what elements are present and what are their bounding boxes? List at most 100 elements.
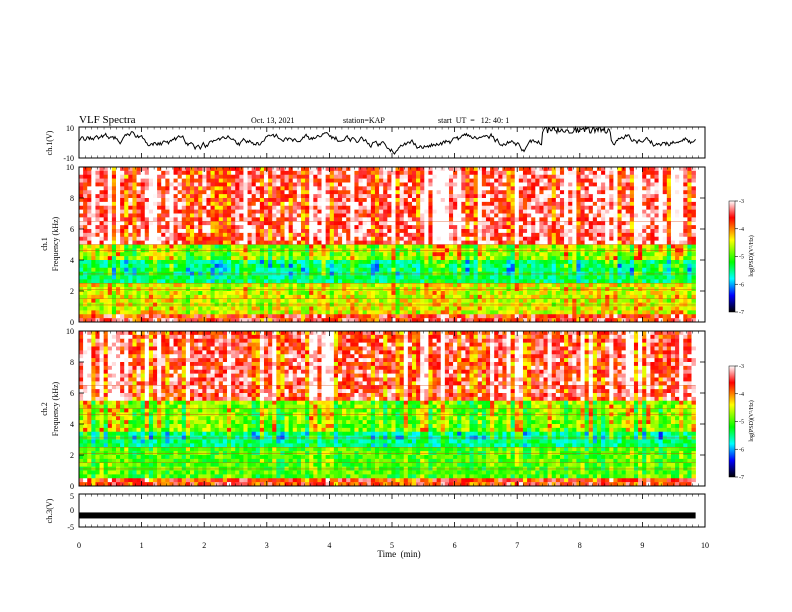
spectrogram-cell bbox=[185, 182, 191, 187]
spectrogram-cell bbox=[198, 201, 203, 207]
spectrogram-cell bbox=[440, 198, 446, 203]
spectrogram-cell bbox=[646, 260, 651, 265]
spectrogram-cell bbox=[251, 178, 257, 183]
spectrogram-cell bbox=[510, 225, 516, 230]
spectrogram-cell bbox=[124, 291, 129, 296]
spectrogram-cell bbox=[268, 225, 273, 230]
spectrogram-cell bbox=[670, 190, 676, 195]
spectrogram-cell bbox=[555, 167, 561, 172]
spectrogram-cell bbox=[506, 217, 511, 222]
spectrogram-cell bbox=[87, 205, 92, 210]
spectrogram-cell bbox=[152, 225, 158, 230]
spectrogram-cell bbox=[374, 240, 380, 245]
spectrogram-cell bbox=[251, 279, 257, 284]
spectrogram-cell bbox=[473, 275, 479, 280]
spectrogram-cell bbox=[95, 244, 100, 249]
spectrogram-cell bbox=[91, 178, 96, 183]
spectrogram-cell bbox=[588, 267, 594, 272]
spectrogram-cell bbox=[342, 205, 347, 210]
spectrogram-cell bbox=[411, 178, 417, 183]
spectrogram-cell bbox=[473, 232, 479, 238]
spectrogram-cell bbox=[387, 260, 392, 265]
spectrogram-cell bbox=[329, 244, 335, 249]
spectrogram-cell bbox=[448, 186, 454, 191]
spectrogram-cell bbox=[189, 229, 195, 234]
spectrogram-cell bbox=[436, 217, 442, 222]
spectrogram-cell bbox=[633, 256, 639, 261]
spectrogram-cell bbox=[181, 186, 187, 191]
spectrogram-cell bbox=[490, 279, 495, 284]
spectrogram-cell bbox=[391, 213, 396, 218]
spectrogram-cell bbox=[621, 217, 627, 222]
spectrogram-cell bbox=[609, 263, 614, 269]
spectrogram-cell bbox=[362, 221, 368, 226]
spectrogram-cell bbox=[539, 244, 544, 249]
spectrogram-cell bbox=[494, 240, 499, 245]
spectrogram-cell bbox=[555, 194, 561, 199]
spectrogram-cell bbox=[666, 267, 672, 272]
spectrogram-cell bbox=[292, 236, 298, 241]
spectrogram-cell bbox=[165, 209, 170, 214]
spectrogram-cell bbox=[235, 209, 240, 214]
spectrogram-cell bbox=[177, 198, 183, 203]
spectrogram-cell bbox=[239, 190, 244, 195]
spectrogram-cell bbox=[309, 275, 314, 280]
spectrogram-cell bbox=[185, 294, 191, 300]
spectrogram-cell bbox=[342, 174, 347, 179]
spectrogram-cell bbox=[284, 229, 289, 234]
spectrogram-cell bbox=[268, 205, 273, 210]
spectrogram-cell bbox=[333, 174, 339, 179]
spectrogram-cell bbox=[288, 205, 294, 210]
spectrogram-cell bbox=[288, 229, 294, 234]
spectrogram-cell bbox=[588, 209, 594, 214]
spectrogram-cell bbox=[144, 194, 150, 199]
spectrogram-cell bbox=[95, 201, 100, 207]
spectrogram-cell bbox=[313, 225, 318, 230]
spectrogram-cell bbox=[646, 229, 651, 234]
spectrogram-cell bbox=[448, 209, 454, 214]
spectrogram-cell bbox=[235, 244, 240, 249]
spectrogram-cell bbox=[584, 263, 590, 269]
spectrogram-cell bbox=[124, 182, 129, 187]
spectrogram-cell bbox=[292, 275, 298, 280]
spectrogram-cell bbox=[613, 256, 618, 261]
spectrogram-cell bbox=[140, 229, 146, 234]
spectrogram-cell bbox=[292, 240, 298, 245]
spectrogram-cell bbox=[91, 209, 96, 214]
spectrogram-cell bbox=[407, 260, 413, 265]
spectrogram-cell bbox=[87, 267, 92, 272]
spectrogram-cell bbox=[490, 240, 495, 245]
spectrogram-cell bbox=[152, 252, 158, 257]
spectrogram-cell bbox=[366, 190, 372, 195]
spectrogram-cell bbox=[259, 236, 265, 241]
spectrogram-cell bbox=[169, 275, 174, 280]
spectrogram-cell bbox=[592, 201, 598, 207]
spectrogram-cell bbox=[555, 178, 561, 183]
spectrogram-cell bbox=[638, 178, 643, 183]
spectrogram-cell bbox=[621, 229, 627, 234]
spectrogram-cell bbox=[358, 217, 363, 222]
spectrogram-cell bbox=[239, 209, 244, 214]
spectrogram-cell bbox=[243, 209, 248, 214]
spectrogram-cell bbox=[161, 178, 166, 183]
spectrogram-cell bbox=[243, 275, 248, 280]
spectrogram-cell bbox=[395, 190, 400, 195]
spectrogram-cell bbox=[625, 190, 631, 195]
spectrogram-cell bbox=[411, 205, 417, 210]
spectrogram-cell bbox=[259, 186, 265, 191]
spectrogram-cell bbox=[535, 291, 540, 296]
spectrogram-cell bbox=[231, 174, 236, 179]
spectrogram-cell bbox=[539, 205, 544, 210]
spectrogram-cell bbox=[300, 232, 306, 238]
spectrogram-cell bbox=[477, 201, 483, 207]
spectrogram-cell bbox=[226, 263, 232, 269]
spectrogram-cell bbox=[403, 217, 409, 222]
spectrogram-cell bbox=[498, 256, 503, 261]
spectrogram-cell bbox=[111, 174, 117, 179]
spectrogram-cell bbox=[535, 186, 540, 191]
spectrogram-cell bbox=[411, 221, 417, 226]
spectrogram-cell bbox=[527, 167, 532, 172]
spectrogram-cell bbox=[559, 205, 565, 210]
spectrogram-cell bbox=[564, 190, 569, 195]
spectrogram-cell bbox=[181, 205, 187, 210]
